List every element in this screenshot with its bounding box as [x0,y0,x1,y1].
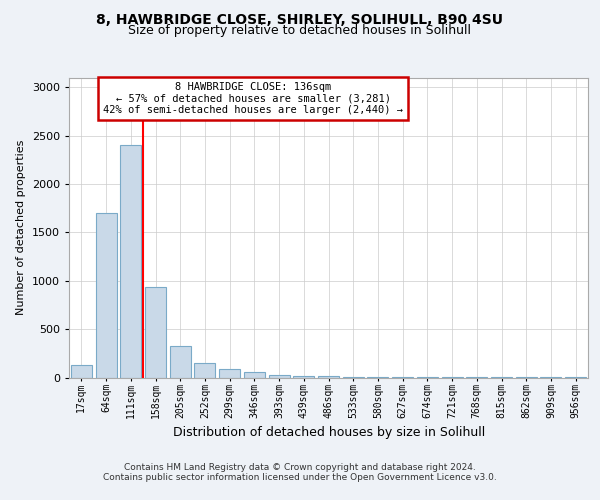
Bar [269,374,290,378]
Text: Contains public sector information licensed under the Open Government Licence v3: Contains public sector information licen… [103,474,497,482]
Bar [71,365,92,378]
Y-axis label: Number of detached properties: Number of detached properties [16,140,26,315]
Text: Contains HM Land Registry data © Crown copyright and database right 2024.: Contains HM Land Registry data © Crown c… [124,464,476,472]
Bar [219,370,240,378]
Bar [170,346,191,378]
Bar [367,376,388,378]
Bar [318,376,339,378]
Bar [120,145,141,378]
Text: Size of property relative to detached houses in Solihull: Size of property relative to detached ho… [128,24,472,37]
Bar [293,376,314,378]
Text: 8 HAWBRIDGE CLOSE: 136sqm
← 57% of detached houses are smaller (3,281)
42% of se: 8 HAWBRIDGE CLOSE: 136sqm ← 57% of detac… [103,82,403,115]
Bar [194,362,215,378]
Bar [95,213,116,378]
Text: Distribution of detached houses by size in Solihull: Distribution of detached houses by size … [173,426,485,439]
Bar [343,376,364,378]
Bar [145,286,166,378]
Text: 8, HAWBRIDGE CLOSE, SHIRLEY, SOLIHULL, B90 4SU: 8, HAWBRIDGE CLOSE, SHIRLEY, SOLIHULL, B… [97,12,503,26]
Bar [244,372,265,378]
